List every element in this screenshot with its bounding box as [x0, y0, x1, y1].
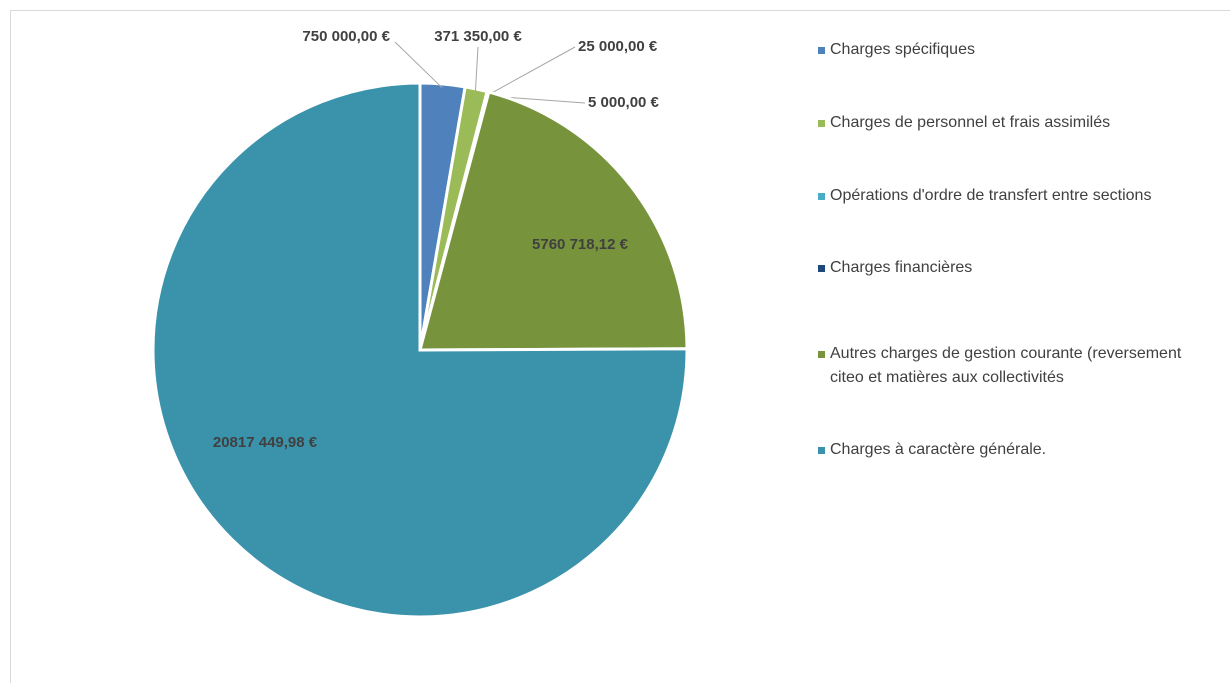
- chart-border: [10, 10, 1230, 683]
- legend-item: Charges spécifiques: [818, 38, 1218, 62]
- data-label: 371 350,00 €: [434, 28, 522, 45]
- legend-marker: [818, 265, 825, 272]
- legend-marker: [818, 351, 825, 358]
- leader-line: [474, 46, 479, 93]
- pie-slice: [151, 81, 689, 619]
- data-label: 5760 718,12 €: [532, 236, 629, 253]
- legend-label: Charges spécifiques: [830, 41, 975, 58]
- legend-item: Autres charges de gestion courante (reve…: [818, 342, 1218, 390]
- legend-marker: [818, 193, 825, 200]
- data-label: 25 000,00 €: [578, 38, 658, 55]
- leader-line: [486, 46, 576, 97]
- legend-marker: [818, 447, 825, 454]
- legend-label: Autres charges de gestion courante (reve…: [830, 345, 1182, 386]
- pie-slice: [418, 90, 689, 352]
- legend-label: Opérations d'ordre de transfert entre se…: [830, 187, 1152, 204]
- data-label: 5 000,00 €: [588, 94, 660, 111]
- legend-marker: [818, 47, 825, 54]
- data-label: 20817 449,98 €: [213, 434, 318, 451]
- data-label: 750 000,00 €: [302, 28, 390, 45]
- legend-label: Charges à caractère générale.: [830, 441, 1047, 458]
- legend-label: Charges de personnel et frais assimilés: [830, 114, 1111, 131]
- legend-item: Charges financières: [818, 256, 1218, 280]
- legend-label: Charges financières: [830, 259, 973, 276]
- leader-line: [394, 41, 443, 89]
- legend-item: Charges à caractère générale.: [818, 438, 1218, 462]
- legend-marker: [818, 120, 825, 127]
- legend-item: Opérations d'ordre de transfert entre se…: [818, 184, 1218, 208]
- legend-item: Charges de personnel et frais assimilés: [818, 111, 1218, 135]
